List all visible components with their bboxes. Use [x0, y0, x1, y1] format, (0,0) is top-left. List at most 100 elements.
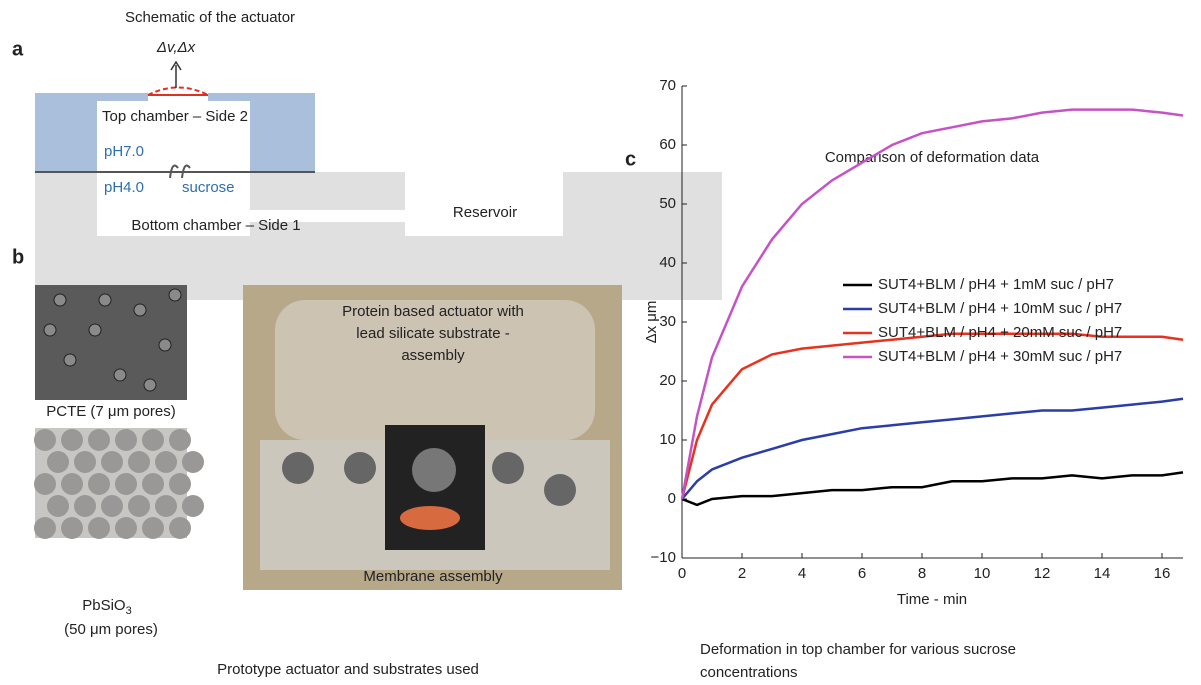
top-wall — [97, 93, 148, 101]
pore — [47, 495, 69, 517]
panel-label: c — [625, 148, 636, 170]
x-tick-label: 12 — [1034, 565, 1051, 582]
pore — [88, 429, 110, 451]
pore — [128, 451, 150, 473]
chart-title: Comparison of deformation data — [825, 149, 1040, 166]
legend-label: SUT4+BLM / pH4 + 30mM suc / pH7 — [878, 348, 1122, 365]
photo-text: assembly — [401, 347, 465, 364]
panel-label: a — [12, 38, 24, 60]
pore — [142, 473, 164, 495]
pore — [113, 368, 127, 382]
caption: Deformation in top chamber for various s… — [700, 641, 1016, 658]
pore — [142, 429, 164, 451]
y-tick-label: 60 — [659, 136, 676, 153]
pore — [88, 473, 110, 495]
x-tick-label: 4 — [798, 565, 806, 582]
pore — [63, 353, 77, 367]
reservoir: Reservoir — [453, 204, 517, 221]
top-wall — [250, 93, 315, 171]
x-tick-label: 10 — [974, 565, 991, 582]
y-tick-label: 40 — [659, 254, 676, 271]
pbsio-caption: PbSiO3 — [82, 597, 131, 617]
pore — [34, 517, 56, 539]
series-line — [680, 332, 1184, 500]
panel-label: b — [12, 246, 24, 268]
x-tick-label: 0 — [678, 565, 686, 582]
series-line — [681, 397, 1184, 500]
photo-text: lead silicate substrate - — [356, 325, 509, 342]
pore — [101, 495, 123, 517]
top-wall — [35, 93, 97, 171]
pore — [61, 429, 83, 451]
channel — [250, 210, 405, 222]
legend-label: SUT4+BLM / pH4 + 1mM suc / pH7 — [878, 276, 1114, 293]
top-wall — [208, 93, 250, 101]
pore — [155, 495, 177, 517]
top-chamber: Top chamber – Side 2 — [102, 108, 248, 125]
series-line — [680, 108, 1184, 500]
pore — [158, 338, 172, 352]
block — [315, 172, 405, 210]
flux-arrows — [169, 164, 191, 179]
pore — [115, 429, 137, 451]
photo-membrane — [400, 506, 460, 530]
y-axis-label: Δx μm — [643, 301, 660, 344]
pore — [169, 517, 191, 539]
pore — [155, 451, 177, 473]
pore — [34, 429, 56, 451]
x-axis-label: Time - min — [897, 591, 967, 608]
legend-label: SUT4+BLM / pH4 + 10mM suc / pH7 — [878, 300, 1122, 317]
subscript: 3 — [126, 605, 132, 617]
caption: concentrations — [700, 664, 798, 681]
ph-bottom: pH4.0 — [104, 179, 144, 196]
photo-text: Membrane assembly — [363, 568, 503, 585]
pbsio-pores: (50 μm pores) — [64, 621, 158, 638]
pore — [88, 517, 110, 539]
pcte-caption: PCTE (7 μm pores) — [46, 403, 176, 420]
pore — [98, 293, 112, 307]
photo-screw — [544, 474, 576, 506]
pore — [43, 323, 57, 337]
reservoir-shape — [405, 172, 563, 236]
pore — [88, 323, 102, 337]
photo-screw — [344, 452, 376, 484]
pore — [53, 293, 67, 307]
pore — [133, 303, 147, 317]
y-tick-label: 10 — [659, 431, 676, 448]
formula: PbSiO — [82, 597, 125, 614]
pore — [128, 495, 150, 517]
y-tick-label: −10 — [651, 549, 676, 566]
x-tick-label: 8 — [918, 565, 926, 582]
pore — [47, 451, 69, 473]
ph-top: pH7.0 — [104, 143, 144, 160]
pore — [143, 378, 157, 392]
pore — [169, 473, 191, 495]
arrow-head — [170, 60, 182, 71]
pore — [34, 473, 56, 495]
pore — [142, 517, 164, 539]
pore — [168, 288, 182, 302]
photos — [34, 285, 622, 590]
y-tick-label: 20 — [659, 372, 676, 389]
y-tick-label: 0 — [668, 490, 676, 507]
x-tick-label: 14 — [1094, 565, 1111, 582]
pbsio-image — [35, 428, 187, 538]
pore — [182, 451, 204, 473]
pore — [101, 451, 123, 473]
sucrose: sucrose — [182, 179, 235, 196]
photo-block — [275, 300, 595, 440]
bottom-chamber-shape — [97, 172, 250, 236]
pore — [182, 495, 204, 517]
deflection — [147, 86, 209, 96]
series-line — [681, 471, 1184, 507]
legend-label: SUT4+BLM / pH4 + 20mM suc / pH7 — [878, 324, 1122, 341]
pore — [74, 495, 96, 517]
photo-text: Protein based actuator with — [342, 303, 524, 320]
pore — [61, 517, 83, 539]
y-tick-label: 50 — [659, 195, 676, 212]
pore — [115, 473, 137, 495]
panel-title: Schematic of the actuator — [125, 9, 295, 26]
x-tick-label: 2 — [738, 565, 746, 582]
photo-screw — [282, 452, 314, 484]
